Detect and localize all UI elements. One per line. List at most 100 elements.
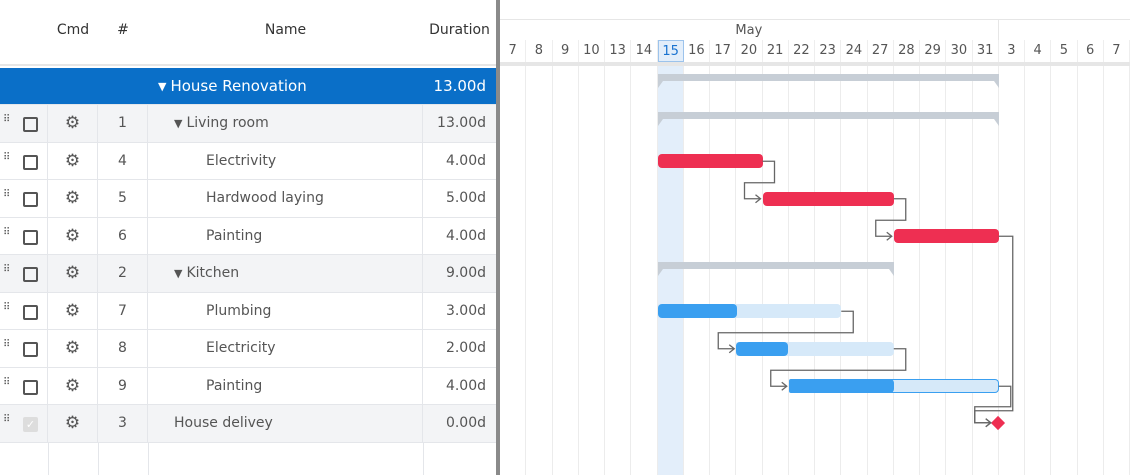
milestone-diamond[interactable] xyxy=(990,415,1005,430)
table-row[interactable]: ▼ House Renovation 13.00d xyxy=(0,68,496,105)
row-name-cell[interactable]: Painting xyxy=(148,217,423,254)
drag-handle-icon[interactable]: ⠿ xyxy=(3,264,11,275)
row-checkbox[interactable] xyxy=(23,154,38,170)
drag-handle-icon[interactable]: ⠿ xyxy=(3,226,11,238)
dependency-link[interactable] xyxy=(974,235,1014,424)
task-duration: 13.00d xyxy=(437,115,486,132)
day-gridline xyxy=(577,66,579,475)
day-gridline xyxy=(761,66,763,475)
drag-handle-icon[interactable]: ⠿ xyxy=(3,114,11,125)
drag-handle-icon[interactable]: ⠿ xyxy=(3,189,11,200)
table-row[interactable]: ⠿ ⚙ 8 Electricity 2.00d xyxy=(0,330,496,368)
table-row[interactable]: ⠿ ⚙ 6 Painting 4.00d xyxy=(0,217,496,255)
gear-icon[interactable]: ⚙ xyxy=(64,300,81,321)
row-checkbox[interactable] xyxy=(23,379,38,395)
day-gridline xyxy=(682,66,684,475)
month-label-next xyxy=(998,19,1130,40)
gantt-chart: May 7 8 9 10 13 14 15 16 17 20 21 22 23 24 27 28 29 30 31 3 4… xyxy=(500,0,1130,475)
row-handle-cell: ⠿ xyxy=(0,330,48,367)
row-number: 7 xyxy=(98,292,148,329)
column-header-cmd[interactable]: Cmd xyxy=(56,22,90,38)
row-name-cell[interactable]: Painting xyxy=(148,367,423,404)
row-checkbox[interactable] xyxy=(23,117,38,132)
day-label: 15 xyxy=(657,40,684,62)
gear-icon[interactable]: ⚙ xyxy=(64,113,81,134)
column-header-name[interactable]: Name xyxy=(264,22,307,38)
row-handle-cell: ⠿ xyxy=(0,367,48,404)
row-number: 8 xyxy=(98,330,148,367)
drag-handle-icon[interactable]: ⠿ xyxy=(3,339,11,350)
row-checkbox[interactable] xyxy=(23,192,38,207)
gear-icon[interactable]: ⚙ xyxy=(64,150,81,171)
table-row[interactable]: ⠿ ⚙ 1 ▼ Living room 13.00d xyxy=(0,105,496,143)
collapse-triangle-icon[interactable]: ▼ xyxy=(174,116,183,130)
summary-bar[interactable] xyxy=(657,74,1000,88)
table-row[interactable]: ⠿ ⚙ 7 Plumbing 3.00d xyxy=(0,292,496,330)
row-number: 4 xyxy=(98,142,148,179)
task-duration: 9.00d xyxy=(445,265,486,282)
drag-handle-icon[interactable]: ⠿ xyxy=(3,414,11,425)
row-name-cell[interactable]: ▼ Living room xyxy=(148,105,423,142)
row-name-cell[interactable]: House delivey xyxy=(148,405,423,442)
row-number: 1 xyxy=(98,105,148,142)
gear-icon[interactable]: ⚙ xyxy=(64,413,81,434)
gear-icon[interactable]: ⚙ xyxy=(64,338,81,359)
day-label: 7 xyxy=(1104,40,1130,62)
day-gridline xyxy=(1102,66,1104,475)
row-checkbox[interactable] xyxy=(23,267,38,282)
row-handle-cell: ⠿ xyxy=(0,292,48,329)
column-header-number[interactable]: # xyxy=(117,22,129,38)
day-gridline xyxy=(709,66,710,475)
day-label: 27 xyxy=(868,40,894,62)
row-checkbox[interactable] xyxy=(23,342,38,357)
critical-task-bar[interactable] xyxy=(762,191,894,206)
day-gridline xyxy=(840,66,842,475)
gear-icon[interactable]: ⚙ xyxy=(64,188,81,209)
collapse-triangle-icon[interactable]: ▼ xyxy=(174,266,183,280)
grid-splitter[interactable] xyxy=(496,0,500,475)
row-name-cell[interactable]: Hardwood laying xyxy=(148,180,423,217)
row-number: 6 xyxy=(98,217,148,254)
row-checkbox[interactable] xyxy=(23,304,38,320)
day-label: 14 xyxy=(631,40,658,62)
table-row[interactable]: ⠿ ✓ ⚙ 3 House delivey 0.00d xyxy=(0,405,496,443)
drag-handle-icon[interactable]: ⠿ xyxy=(3,301,11,313)
row-name-cell[interactable]: ▼ House Renovation xyxy=(148,68,423,104)
row-checkbox[interactable] xyxy=(23,229,38,245)
table-row[interactable]: ⠿ ⚙ 4 Electrivity 4.00d xyxy=(0,142,496,180)
task-duration: 4.00d xyxy=(445,377,486,394)
day-label: 13 xyxy=(605,40,632,62)
row-command-cell: ⚙ xyxy=(48,405,98,442)
task-name: Electricity xyxy=(206,340,276,357)
collapse-triangle-icon[interactable]: ▼ xyxy=(158,79,167,93)
critical-task-bar[interactable] xyxy=(657,154,763,169)
day-gridline xyxy=(1024,66,1025,475)
gear-icon[interactable]: ⚙ xyxy=(64,225,81,246)
drag-handle-icon[interactable]: ⠿ xyxy=(3,151,11,163)
task-name: Electrivity xyxy=(206,152,277,169)
summary-bar[interactable] xyxy=(657,261,895,276)
table-row[interactable]: ⠿ ⚙ 5 Hardwood laying 5.00d xyxy=(0,180,496,218)
row-checkbox[interactable]: ✓ xyxy=(23,417,38,432)
task-duration: 4.00d xyxy=(445,152,486,169)
row-name-cell[interactable]: ▼ Kitchen xyxy=(148,255,423,292)
row-handle-cell: ⠿ ✓ xyxy=(0,405,48,442)
column-header-duration[interactable]: Duration xyxy=(429,22,490,38)
gear-icon[interactable]: ⚙ xyxy=(64,263,81,284)
drag-handle-icon[interactable]: ⠿ xyxy=(3,376,11,388)
critical-task-bar[interactable] xyxy=(893,229,999,244)
day-label: 20 xyxy=(736,40,763,62)
table-row[interactable]: ⠿ ⚙ 9 Painting 4.00d xyxy=(0,367,496,405)
row-name-cell[interactable]: Electricity xyxy=(148,330,423,367)
link-arrow-icon xyxy=(728,344,736,354)
table-row[interactable]: ⠿ ⚙ 2 ▼ Kitchen 9.00d xyxy=(0,255,496,293)
row-name-cell[interactable]: Electrivity xyxy=(148,142,423,179)
day-label: 8 xyxy=(526,40,553,62)
day-label: 6 xyxy=(1078,40,1104,62)
row-command-cell: ⚙ xyxy=(48,180,98,217)
summary-bar[interactable] xyxy=(657,111,1000,126)
task-duration: 2.00d xyxy=(445,340,486,357)
row-name-cell[interactable]: Plumbing xyxy=(148,292,423,329)
gear-icon[interactable]: ⚙ xyxy=(64,375,81,396)
task-duration: 4.00d xyxy=(445,227,486,244)
